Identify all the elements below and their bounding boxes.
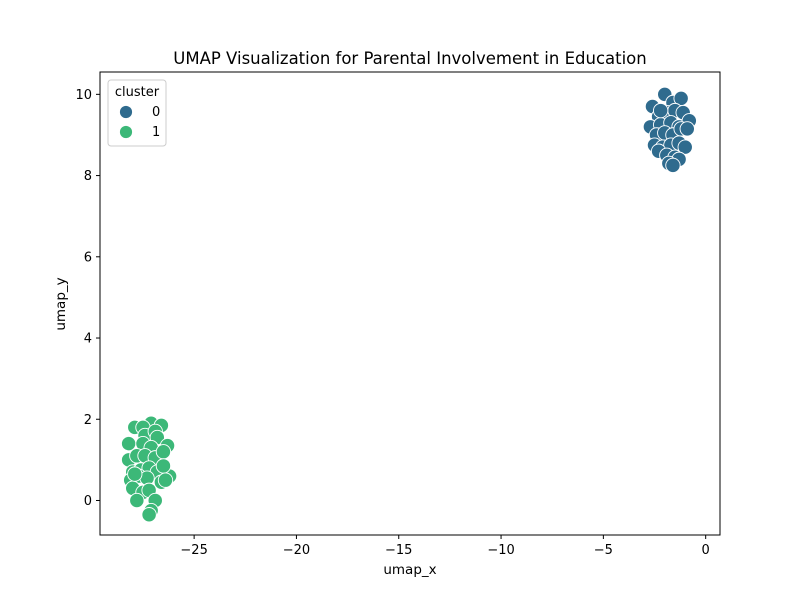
y-tick-label: 10 [75, 88, 92, 103]
y-tick-label: 0 [84, 494, 92, 509]
data-point-cluster-1 [129, 492, 145, 509]
legend-title: cluster [115, 85, 160, 100]
data-point-cluster-0 [677, 139, 693, 155]
x-tick-label: −10 [487, 543, 514, 558]
data-point-cluster-0 [679, 121, 695, 137]
legend-label-cluster-1: 1 [152, 125, 160, 140]
plot-area [100, 72, 720, 535]
x-axis-label: umap_x [383, 562, 436, 578]
chart-title: UMAP Visualization for Parental Involvem… [173, 49, 646, 68]
data-point-cluster-0 [653, 102, 669, 119]
data-point-cluster-1 [155, 458, 172, 474]
x-tick-label: −5 [594, 543, 613, 558]
x-tick-label: −20 [283, 543, 310, 558]
legend: cluster 0 1 [107, 79, 167, 147]
y-tick-label: 6 [84, 250, 92, 265]
legend-marker-cluster-1 [119, 125, 133, 139]
x-tick-label: 0 [702, 543, 710, 558]
points-layer [120, 86, 697, 523]
x-tick-label: −15 [385, 543, 412, 558]
x-tick-label: −25 [180, 543, 207, 558]
data-point-cluster-1 [141, 507, 157, 523]
y-tick-label: 8 [84, 169, 92, 184]
data-point-cluster-1 [120, 435, 137, 452]
legend-label-cluster-0: 0 [152, 105, 160, 120]
y-tick-label: 2 [84, 413, 92, 428]
y-axis: 0 2 4 6 8 10 [75, 88, 100, 509]
plot-frame [99, 71, 721, 536]
y-axis-label: umap_y [53, 277, 69, 330]
data-point-cluster-1 [157, 472, 174, 488]
data-point-cluster-1 [155, 444, 172, 460]
x-axis: −25 −20 −15 −10 −5 0 [180, 535, 710, 558]
data-point-cluster-0 [665, 157, 681, 174]
legend-marker-cluster-0 [119, 105, 133, 119]
data-point-cluster-1 [127, 466, 143, 482]
y-tick-label: 4 [84, 332, 92, 347]
